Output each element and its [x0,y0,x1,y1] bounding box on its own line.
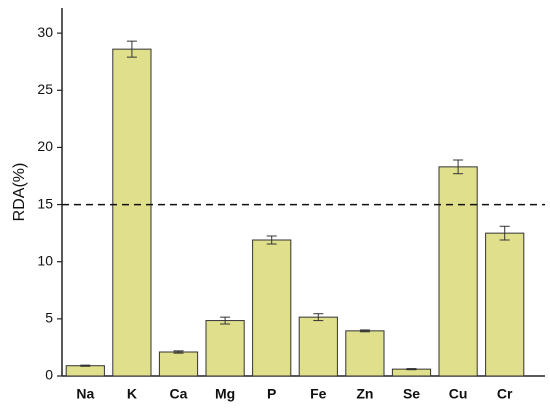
y-tick-label: 30 [37,24,53,40]
bar [438,166,478,377]
error-bar [499,225,510,241]
y-tick-label: 0 [45,367,53,383]
y-tick-label: 20 [37,138,53,154]
y-tick-label: 5 [45,310,53,326]
y-tick-label: 10 [37,252,53,268]
x-tick-label: Cu [449,386,468,402]
x-tick-label: P [267,386,276,402]
x-tick-label: Fe [310,386,327,402]
x-tick-label: Na [76,386,94,402]
bar [345,330,385,377]
bar [112,48,152,377]
error-bar [173,350,184,354]
bar [485,232,525,377]
bar [158,351,199,377]
x-tick-label: Ca [170,386,188,402]
error-bar [266,235,277,245]
error-bar [80,364,91,367]
bar [298,316,338,377]
x-tick-label: Zn [356,386,373,402]
y-tick-label: 25 [37,81,53,97]
error-bar [359,329,370,333]
bar [205,320,245,377]
x-tick-label: Cr [497,386,513,402]
error-bar [406,368,417,371]
x-tick-label: Mg [215,386,235,402]
x-tick-label: K [127,386,137,402]
y-axis-label: RDA(%) [11,163,28,222]
bar [252,239,292,377]
error-bar [126,40,137,58]
error-bar [220,316,231,325]
bar [65,365,105,377]
error-bar [313,313,324,322]
y-tick-label: 15 [37,195,53,211]
error-bar [453,159,464,175]
x-tick-label: Se [403,386,420,402]
